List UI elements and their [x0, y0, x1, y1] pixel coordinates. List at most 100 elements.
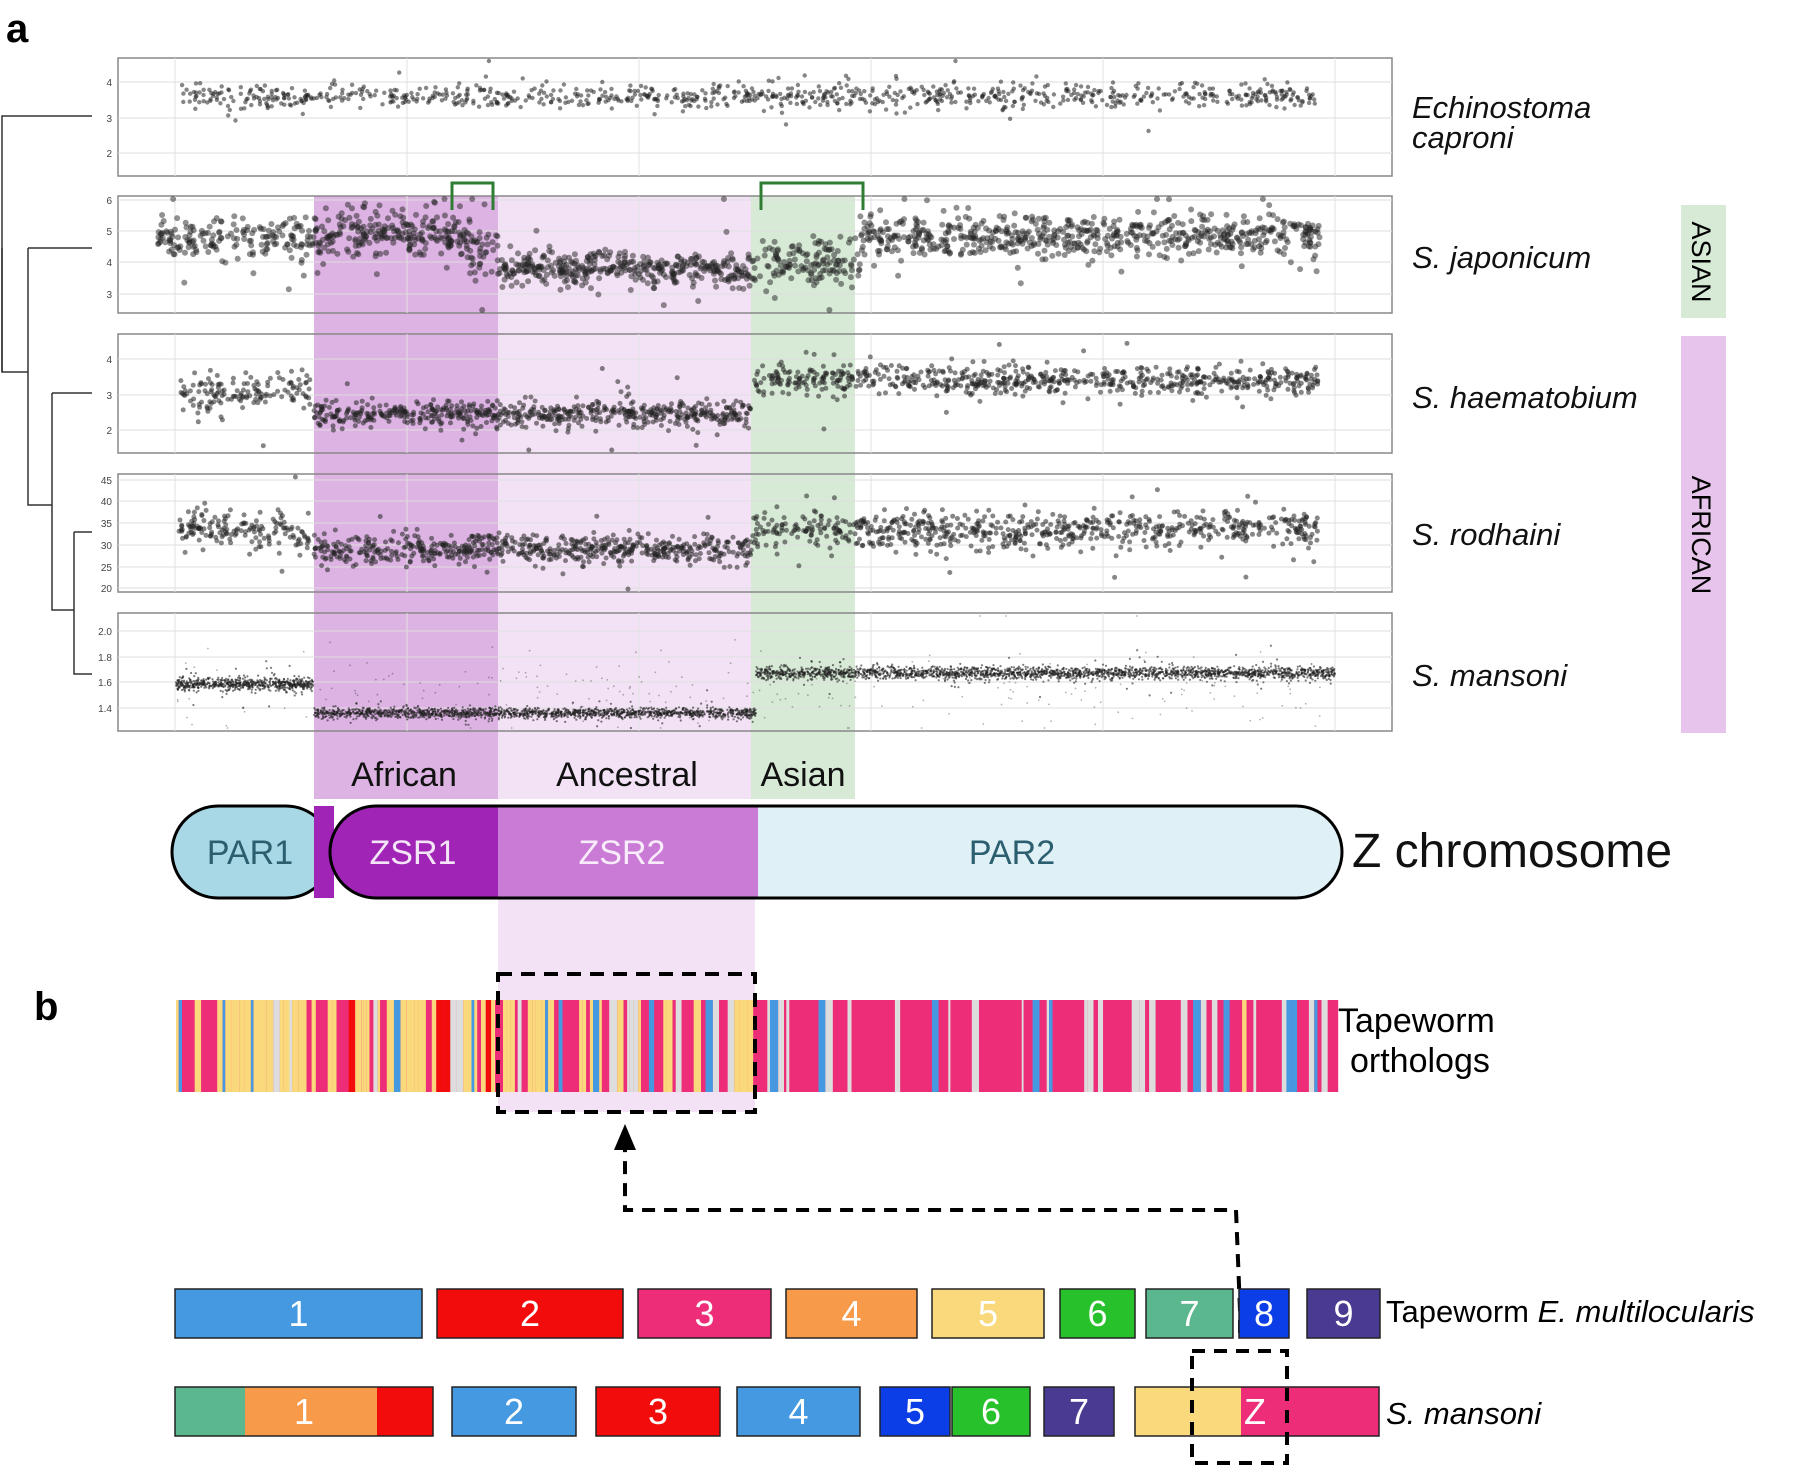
data-point [367, 92, 372, 97]
data-point [684, 541, 690, 547]
data-point [627, 287, 634, 293]
data-point [230, 221, 237, 228]
data-point [852, 235, 859, 242]
panel-1: 234 [106, 57, 1393, 177]
data-point [294, 390, 300, 396]
data-point [1238, 358, 1244, 364]
data-point [650, 264, 657, 271]
data-point [745, 553, 750, 559]
data-point [539, 416, 545, 422]
data-point [1247, 86, 1252, 91]
data-point [935, 101, 940, 107]
data-point [443, 87, 449, 92]
data-point [634, 103, 639, 109]
data-point [857, 213, 864, 220]
data-point [876, 247, 883, 254]
data-point [545, 413, 551, 419]
data-point [656, 92, 661, 98]
data-point [1159, 372, 1165, 378]
data-point [949, 100, 954, 105]
data-point [881, 92, 886, 98]
data-point [483, 234, 490, 241]
data-point [1267, 377, 1273, 382]
data-point [641, 411, 647, 417]
data-point [1107, 244, 1114, 251]
data-point [765, 97, 771, 102]
data-point [590, 250, 597, 257]
data-point [1253, 91, 1258, 97]
data-point [523, 537, 529, 543]
data-point [788, 275, 795, 282]
data-point [330, 423, 336, 429]
data-point [417, 251, 424, 258]
data-point [350, 253, 357, 260]
data-point [1190, 398, 1196, 403]
data-point [1051, 374, 1057, 380]
data-point [911, 372, 917, 378]
data-point [1227, 88, 1232, 94]
data-point [322, 539, 328, 545]
data-point [546, 551, 552, 557]
data-point [761, 389, 767, 395]
data-point [751, 89, 756, 95]
data-point [194, 505, 200, 511]
data-point [372, 93, 377, 98]
data-point [1078, 97, 1084, 103]
data-point [314, 270, 321, 276]
data-point [761, 515, 767, 521]
data-point [218, 101, 223, 106]
data-point [407, 541, 413, 547]
data-point [769, 390, 775, 396]
data-point [1022, 86, 1027, 91]
data-point [207, 380, 213, 386]
data-point [434, 542, 440, 548]
data-point [808, 270, 815, 277]
data-point [286, 96, 292, 101]
data-point [585, 88, 590, 93]
data-point [693, 558, 698, 564]
data-point [1029, 532, 1035, 538]
data-point [568, 258, 575, 265]
data-point [706, 402, 712, 408]
data-point [714, 401, 720, 407]
data-point [1056, 378, 1062, 384]
data-point [1061, 368, 1067, 374]
data-point [1063, 81, 1069, 86]
data-point [593, 543, 599, 549]
data-point [344, 546, 350, 552]
data-point [902, 110, 908, 115]
data-point [866, 372, 872, 378]
data-point [190, 382, 196, 388]
data-point [877, 227, 884, 234]
data-point [193, 247, 200, 253]
data-point [383, 235, 390, 241]
data-point [850, 88, 855, 94]
data-point [1243, 81, 1248, 86]
data-point [1240, 213, 1247, 220]
data-point [925, 89, 930, 94]
data-point [438, 427, 444, 433]
data-point [893, 102, 899, 107]
data-point [803, 349, 809, 355]
data-point [941, 248, 948, 255]
data-point [1124, 380, 1130, 386]
data-point [1104, 370, 1110, 376]
data-point [402, 419, 408, 424]
data-point [600, 93, 605, 98]
data-point [574, 272, 581, 279]
data-point [505, 101, 510, 107]
data-point [820, 98, 826, 103]
data-point [1238, 250, 1244, 257]
data-point [585, 546, 591, 552]
data-point [769, 105, 774, 110]
data-point [1153, 364, 1159, 370]
data-point [547, 546, 553, 552]
data-point [1224, 99, 1230, 105]
data-point [205, 100, 210, 105]
data-point [786, 391, 792, 397]
data-point [838, 85, 844, 91]
data-point [1179, 230, 1186, 236]
data-point [1157, 108, 1163, 113]
data-point [1121, 102, 1126, 107]
data-point [930, 241, 937, 248]
